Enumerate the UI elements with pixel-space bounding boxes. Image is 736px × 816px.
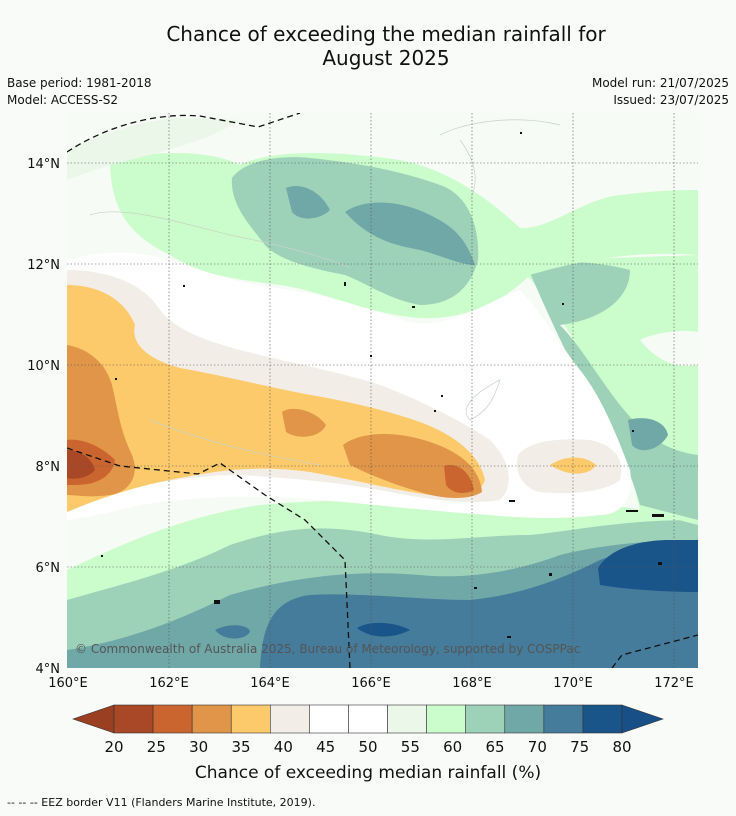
lon-tick: 166°E	[351, 676, 391, 691]
colorbar-cell	[582, 704, 623, 734]
colorbar-level-label: 35	[231, 738, 250, 756]
band-70-75-east	[628, 418, 668, 451]
title-line-2: August 2025	[322, 46, 450, 70]
colorbar-level-label: 40	[274, 738, 293, 756]
copyright-text: © Commonwealth of Australia 2025, Bureau…	[75, 642, 580, 656]
lon-tick: 160°E	[48, 676, 88, 691]
band-35-40-east	[550, 457, 596, 474]
colorbar-level-label: 65	[485, 738, 504, 756]
colorbar-level-label: 80	[612, 738, 631, 756]
lon-axis: 160°E 162°E 164°E 166°E 168°E 170°E 172°…	[48, 676, 694, 691]
colorbar-cell	[504, 704, 545, 734]
colorbar-over-arrow	[621, 704, 664, 734]
model-text: Model: ACCESS-S2	[7, 93, 119, 107]
band-55-60-east	[640, 330, 698, 366]
colorbar-level-label: 60	[443, 738, 462, 756]
lat-tick: 14°N	[27, 157, 60, 172]
colorbar: 20 25 30 35 40 45 50 55 60 65 70 75 80 Chance of exc…	[72, 704, 664, 783]
colorbar-cell	[152, 704, 193, 734]
colorbar-cells	[113, 704, 623, 734]
contour-lines	[89, 119, 561, 466]
colorbar-level-label: 75	[570, 738, 589, 756]
lon-tick: 168°E	[452, 676, 492, 691]
right-info: Model run: 21/07/2025 Issued: 23/07/2025	[592, 75, 729, 109]
eez-footer-note: -- -- -- EEZ border V11 (Flanders Marine…	[7, 796, 316, 809]
graticule	[67, 113, 698, 668]
lon-tick: 172°E	[654, 676, 694, 691]
colorbar-cell	[426, 704, 466, 734]
rainfall-map: © Commonwealth of Australia 2025, Bureau…	[67, 113, 698, 668]
lat-tick: 4°N	[36, 662, 61, 677]
colorbar-labels: 20 25 30 35 40 45 50 55 60 65 70 75 80	[104, 738, 631, 756]
band-20-25-west	[67, 450, 95, 479]
colorbar-cell	[465, 704, 506, 734]
colorbar-level-label: 50	[358, 738, 377, 756]
band-25-30-east	[444, 465, 474, 493]
band-65-70-east	[528, 262, 698, 520]
left-info: Base period: 1981-2018 Model: ACCESS-S2	[7, 75, 152, 109]
base-period-text: Base period: 1981-2018	[7, 76, 152, 90]
band-70-75-north-a	[286, 186, 330, 219]
band-over-80-east	[598, 540, 698, 592]
colorbar-cell	[543, 704, 584, 734]
colorbar-cell	[191, 704, 232, 734]
title-line-1: Chance of exceeding the median rainfall …	[166, 22, 606, 46]
lat-tick: 6°N	[36, 561, 61, 576]
colorbar-cell	[309, 704, 349, 734]
model-run-text: Model run: 21/07/2025	[591, 76, 729, 90]
lon-tick: 162°E	[149, 676, 189, 691]
colorbar-level-label: 30	[189, 738, 208, 756]
band-55-60-northwest	[67, 118, 240, 180]
band-75-80-south	[260, 540, 698, 668]
band-75-80-small	[215, 625, 250, 639]
colorbar-level-label: 55	[401, 738, 420, 756]
colorbar-cell	[230, 704, 271, 734]
band-30-35-center	[282, 408, 326, 437]
band-over-80-small	[357, 622, 410, 637]
colorbar-under-arrow	[72, 704, 115, 734]
colorbar-cell	[270, 704, 310, 734]
lon-tick: 164°E	[250, 676, 290, 691]
colorbar-cell	[387, 704, 427, 734]
colorbar-level-label: 25	[147, 738, 166, 756]
lat-tick: 12°N	[27, 258, 60, 273]
eez-border	[67, 113, 698, 668]
colorbar-cell	[113, 704, 154, 734]
lat-tick: 8°N	[36, 460, 61, 475]
colorbar-title: Chance of exceeding median rainfall (%)	[195, 763, 541, 783]
map-title: Chance of exceeding the median rainfall …	[0, 22, 736, 70]
lat-tick: 10°N	[27, 359, 60, 374]
issued-text: Issued: 23/07/2025	[613, 93, 729, 107]
islands	[101, 132, 664, 638]
colorbar-level-label: 20	[104, 738, 123, 756]
band-70-75-north-b	[345, 202, 475, 265]
colorbar-cell	[348, 704, 388, 734]
lon-tick: 170°E	[553, 676, 593, 691]
colorbar-level-label: 70	[528, 738, 547, 756]
colorbar-level-label: 45	[316, 738, 335, 756]
lat-axis: 14°N 12°N 10°N 8°N 6°N 4°N	[27, 157, 60, 677]
